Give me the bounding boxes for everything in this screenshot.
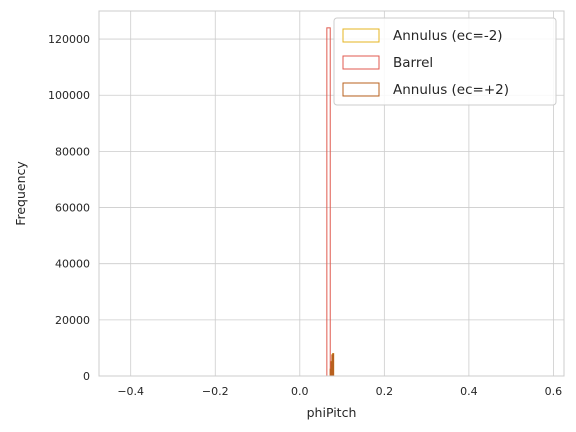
x-tick-label: −0.4 bbox=[117, 385, 144, 398]
y-tick-label: 60000 bbox=[55, 202, 90, 215]
legend-label: Barrel bbox=[393, 55, 433, 71]
y-tick-label: 100000 bbox=[48, 89, 90, 102]
y-tick-label: 120000 bbox=[48, 33, 90, 46]
y-tick-label: 80000 bbox=[55, 145, 90, 158]
legend: Annulus (ec=-2) Barrel Annulus (ec=+2) bbox=[333, 17, 557, 106]
y-axis-label: Frequency bbox=[13, 161, 28, 226]
histogram-bars bbox=[326, 27, 335, 377]
x-tick-label: 0.4 bbox=[460, 385, 478, 398]
x-tick-label: −0.2 bbox=[202, 385, 229, 398]
plot-frame bbox=[98, 10, 565, 377]
y-axis-ticks: 0 20000 40000 60000 80000 100000 120000 bbox=[48, 33, 90, 383]
x-axis-label: phiPitch bbox=[307, 405, 357, 420]
x-tick-label: 0.0 bbox=[291, 385, 309, 398]
y-tick-label: 40000 bbox=[55, 258, 90, 271]
x-axis-ticks: −0.4 −0.2 0.0 0.2 0.4 0.6 bbox=[117, 385, 562, 398]
legend-swatch bbox=[342, 82, 380, 97]
x-tick-label: 0.2 bbox=[376, 385, 394, 398]
x-tick-label: 0.6 bbox=[545, 385, 563, 398]
y-tick-label: 0 bbox=[83, 370, 90, 383]
series-2 bbox=[329, 353, 335, 377]
y-tick-label: 20000 bbox=[55, 314, 90, 327]
legend-box bbox=[333, 17, 557, 106]
legend-label: Annulus (ec=+2) bbox=[393, 82, 509, 98]
legend-label: Annulus (ec=-2) bbox=[393, 28, 503, 44]
histogram-bar bbox=[326, 27, 331, 377]
legend-swatch bbox=[342, 28, 380, 43]
series-1 bbox=[326, 27, 331, 377]
legend-swatch bbox=[342, 55, 380, 70]
histogram-bar bbox=[332, 353, 335, 377]
